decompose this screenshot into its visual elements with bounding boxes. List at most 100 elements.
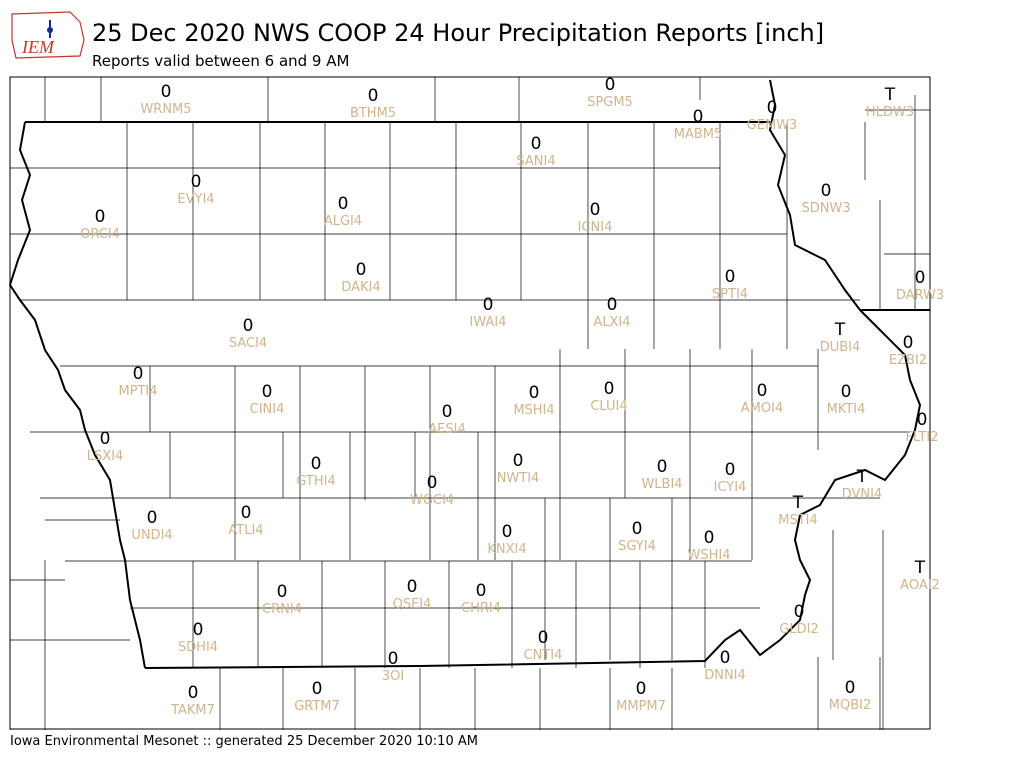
station-value: 0 <box>636 679 647 699</box>
station-value: 0 <box>513 451 524 471</box>
station-id: ALXI4 <box>593 315 630 330</box>
station-value: 0 <box>757 381 768 401</box>
station-id: ALGI4 <box>324 214 362 229</box>
station-id: WLBI4 <box>641 477 682 492</box>
station-id: CHRI4 <box>461 601 501 616</box>
station-value: 0 <box>193 620 204 640</box>
station-id: GRTM7 <box>294 699 340 714</box>
station-id: QSEI4 <box>393 597 432 612</box>
station-value: 0 <box>845 678 856 698</box>
station-id: KNXI4 <box>487 542 526 557</box>
station-id: FLTI2 <box>906 430 939 445</box>
station-value: 0 <box>312 679 323 699</box>
station-id: DUBI4 <box>820 340 861 355</box>
station-value: 0 <box>915 268 926 288</box>
station-id: SPTI4 <box>712 287 748 302</box>
footer: Iowa Environmental Mesonet :: generated … <box>10 734 478 749</box>
station-id: WSHI4 <box>688 548 731 563</box>
station-id: BTHM5 <box>350 106 396 121</box>
station-id: MQBI2 <box>829 698 871 713</box>
station-id: MSHI4 <box>513 403 554 418</box>
station-id: MABM5 <box>674 127 723 142</box>
station-id: DVNI4 <box>842 487 883 502</box>
station-id: IWAI4 <box>470 315 507 330</box>
station-id: CRNI4 <box>262 602 302 617</box>
station-id: SGYI4 <box>618 539 656 554</box>
station-value: 0 <box>147 508 158 528</box>
station-id: ICNI4 <box>578 220 613 235</box>
station-id: SPGM5 <box>587 95 633 110</box>
station-value: 0 <box>529 383 540 403</box>
station-id: SACI4 <box>229 336 267 351</box>
station-value: 0 <box>767 98 778 118</box>
station-value: 0 <box>531 134 542 154</box>
station-id: EZBI2 <box>889 353 927 368</box>
station-id: SDHI4 <box>178 640 218 655</box>
station-value: 0 <box>277 582 288 602</box>
station-id: GTHI4 <box>296 474 335 489</box>
station-value: 0 <box>725 267 736 287</box>
station-id: HLDW3 <box>866 105 914 120</box>
station-id: MMPM7 <box>616 699 666 714</box>
station-value: 0 <box>704 528 715 548</box>
station-value: 0 <box>720 648 731 668</box>
station-value: 0 <box>95 207 106 227</box>
station-value: 0 <box>693 107 704 127</box>
station-value: 0 <box>241 503 252 523</box>
station-value: 0 <box>133 364 144 384</box>
station-value: 0 <box>191 172 202 192</box>
station-id: DARW3 <box>896 288 944 303</box>
station-id: ICYI4 <box>714 480 747 495</box>
station-value: T <box>884 85 896 105</box>
station-value: 0 <box>502 522 513 542</box>
station-id: DAKI4 <box>341 280 380 295</box>
station-id: GEMW3 <box>747 118 798 133</box>
station-id: ORCI4 <box>80 227 120 242</box>
station-value: 0 <box>476 581 487 601</box>
station-value: 0 <box>821 181 832 201</box>
station-value: 0 <box>483 295 494 315</box>
station-value: 0 <box>407 577 418 597</box>
station-id: CNTI4 <box>524 648 563 663</box>
title: 25 Dec 2020 NWS COOP 24 Hour Precipitati… <box>92 19 824 47</box>
station-value: 0 <box>607 295 618 315</box>
station-value: 0 <box>604 379 615 399</box>
station-value: 0 <box>903 333 914 353</box>
station-value: 0 <box>356 260 367 280</box>
station-value: 0 <box>427 473 438 493</box>
logo-text: IEM <box>21 37 55 57</box>
station-value: 0 <box>262 382 273 402</box>
station-id: MKTI4 <box>827 402 866 417</box>
station-value: 0 <box>100 429 111 449</box>
station-value: 0 <box>388 649 399 669</box>
station-id: MSTI4 <box>778 513 818 528</box>
station-value: 0 <box>725 460 736 480</box>
station-layer: 0WRNM50BTHM50SPGM50MABM50GEMW3THLDW30SAN… <box>80 75 944 718</box>
station-value: 0 <box>442 402 453 422</box>
subtitle: Reports valid between 6 and 9 AM <box>92 52 349 70</box>
station-id: ATLI4 <box>228 523 263 538</box>
station-value: 0 <box>794 602 805 622</box>
station-id: WGCI4 <box>410 493 454 508</box>
station-id: TAKM7 <box>170 703 215 718</box>
station-value: 0 <box>243 316 254 336</box>
station-id: AOAI2 <box>900 578 940 593</box>
station-value: 0 <box>188 683 199 703</box>
station-value: 0 <box>338 194 349 214</box>
station-id: CINI4 <box>250 402 285 417</box>
station-id: SANI4 <box>516 154 555 169</box>
station-id: AESI4 <box>428 422 465 437</box>
station-id: EVYI4 <box>177 192 214 207</box>
station-value: 0 <box>632 519 643 539</box>
station-id: MPTI4 <box>118 384 157 399</box>
station-id: CLUI4 <box>590 399 627 414</box>
station-value: 0 <box>657 457 668 477</box>
station-value: T <box>914 558 926 578</box>
station-value: T <box>856 467 868 487</box>
station-value: 0 <box>161 82 172 102</box>
station-id: 3OI <box>382 669 404 684</box>
station-id: SDNW3 <box>801 201 850 216</box>
station-id: GLDI2 <box>779 622 818 637</box>
station-value: T <box>792 493 804 513</box>
